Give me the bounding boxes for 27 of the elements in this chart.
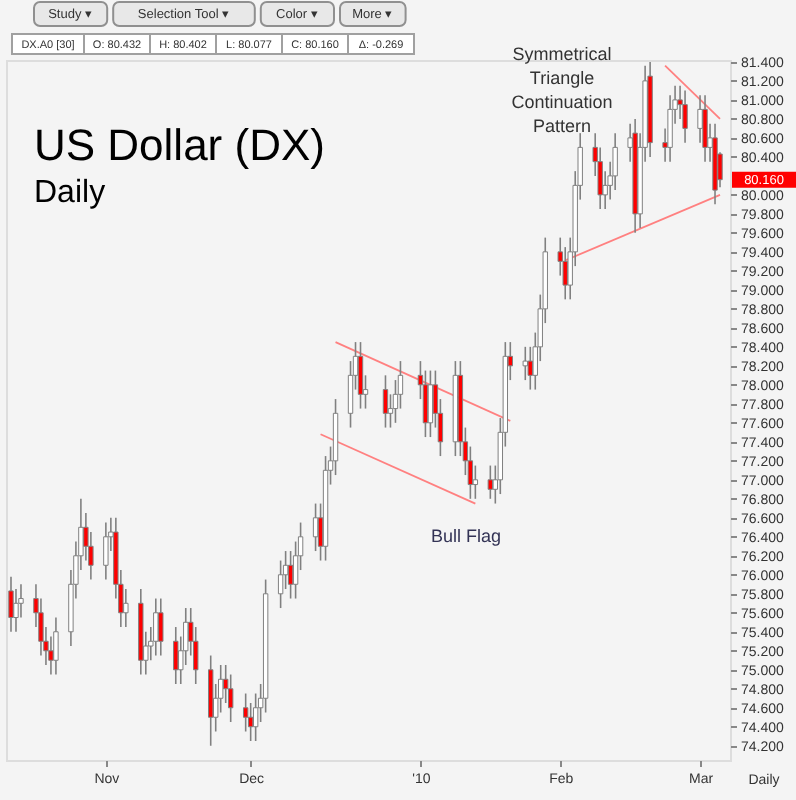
text: US Dollar (DX) [34,120,325,170]
candlestick [103,521,109,581]
candlestick [173,626,179,685]
candlestick [682,89,688,144]
candlestick [562,246,568,301]
candlestick [702,94,708,163]
candlestick [422,369,429,438]
candlestick [427,369,434,438]
candlestick [252,692,259,742]
annotation: Symmetrical Triangle Continuation Pattern [511,44,613,136]
candlestick [8,575,14,633]
candlestick [53,616,59,676]
candlestick [382,374,389,429]
candlestick [208,654,214,747]
candlestick [357,341,364,410]
candlestick [227,673,234,723]
candlestick [667,94,673,163]
text: Daily [34,176,106,210]
candlestick [472,464,479,500]
candlestick [158,597,164,657]
candlestick [242,692,249,733]
candlestick [153,597,159,657]
annotation: Bull Flag [430,526,502,546]
candlestick [487,464,494,500]
candlestick [312,502,319,552]
candlestick [277,559,284,609]
candlestick [287,550,294,600]
